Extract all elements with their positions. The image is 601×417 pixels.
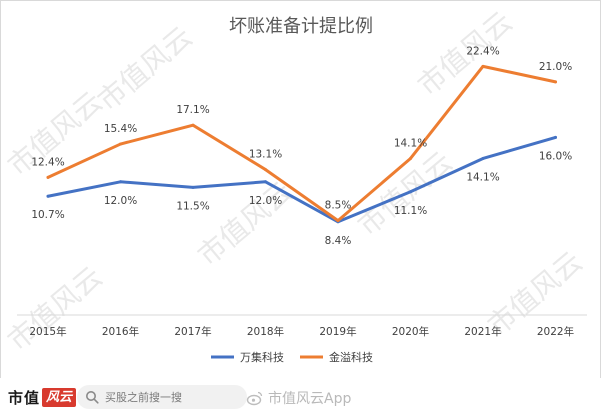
data-label-0-7: 16.0% (539, 150, 572, 162)
app-watermark: 市值风云App (246, 388, 351, 408)
data-label-1-5: 14.1% (394, 137, 427, 149)
data-label-0-5: 11.1% (394, 205, 427, 217)
legend-label-1[interactable]: 金溢科技 (329, 350, 373, 364)
chart-card: 市值风云 市值风云 市值风云 市值风云 市值风云 市值风云 市值风云 坏账准备计提比例 12… (0, 0, 601, 379)
x-tick-label-0: 2015年 (29, 325, 66, 338)
data-label-1-4: 8.5% (325, 200, 352, 212)
data-point-1-7 (554, 80, 557, 84)
series-line-1 (46, 64, 557, 223)
data-label-0-3: 12.0% (249, 195, 282, 207)
x-tick-label-7: 2022年 (537, 325, 574, 338)
data-label-0-0: 10.7% (31, 209, 64, 221)
app-watermark-text: 市值风云App (268, 391, 352, 407)
data-point-1-4 (336, 219, 340, 223)
data-label-0-2: 11.5% (176, 200, 209, 212)
x-tick-labels: 2015年 2016年 2017年 2018年 2019年 2020年 2021年 2022年 (29, 325, 574, 338)
data-label-1-6: 22.4% (466, 45, 499, 57)
x-tick-label-3: 2018年 (247, 325, 284, 338)
weibo-icon (246, 391, 263, 406)
x-tick-label-1: 2016年 (102, 325, 139, 338)
data-label-0-4: 8.4% (325, 235, 352, 247)
data-point-1-5 (409, 156, 412, 160)
series-lines (46, 64, 557, 224)
data-point-0-1 (119, 180, 122, 184)
search-placeholder: 买股之前搜一搜 (105, 391, 182, 404)
data-label-1-3: 13.1% (249, 149, 282, 161)
data-point-0-6 (481, 156, 485, 160)
x-tick-label-6: 2021年 (464, 325, 501, 338)
data-point-0-3 (264, 180, 267, 184)
x-tick-label-5: 2020年 (392, 325, 429, 338)
brand-mark: 风云 (42, 388, 77, 407)
x-tick-label-2: 2017年 (174, 325, 211, 338)
watermark-text: 市值风云 (91, 20, 198, 117)
data-label-1-1: 15.4% (104, 123, 137, 135)
chart-title: 坏账准备计提比例 (229, 16, 373, 37)
legend[interactable]: 万集科技 金溢科技 (211, 350, 373, 364)
data-point-1-6 (481, 64, 485, 68)
data-label-1-7: 21.0% (539, 61, 572, 73)
data-label-0-1: 12.0% (104, 195, 137, 207)
data-label-1-0: 12.4% (31, 156, 64, 168)
data-point-0-0 (46, 194, 50, 198)
data-label-1-2: 17.1% (176, 104, 209, 116)
data-point-0-7 (554, 135, 557, 139)
footer-bar: 市值 风云 买股之前搜一搜 市值风云App (0, 378, 601, 417)
data-point-0-2 (191, 185, 195, 189)
data-point-1-3 (264, 168, 267, 172)
x-tick-label-4: 2019年 (319, 325, 356, 338)
series-line-0 (46, 135, 557, 224)
search-icon (86, 391, 99, 404)
brand-text: 市值 (8, 389, 41, 407)
watermark-text: 市值风云 (1, 260, 108, 357)
data-point-0-5 (409, 190, 412, 194)
data-point-1-2 (191, 123, 195, 127)
legend-label-0[interactable]: 万集科技 (240, 350, 284, 364)
data-labels: 12.4% 10.7% 15.4% 12.0% 17.1% 11.5% 13.1% 12.0%… (31, 45, 572, 246)
data-label-0-6: 14.1% (466, 171, 499, 183)
data-point-1-1 (119, 142, 122, 146)
search-box[interactable]: 买股之前搜一搜 (77, 385, 247, 409)
brand-logo[interactable]: 市值 风云 (8, 387, 77, 408)
data-point-1-0 (46, 175, 50, 179)
